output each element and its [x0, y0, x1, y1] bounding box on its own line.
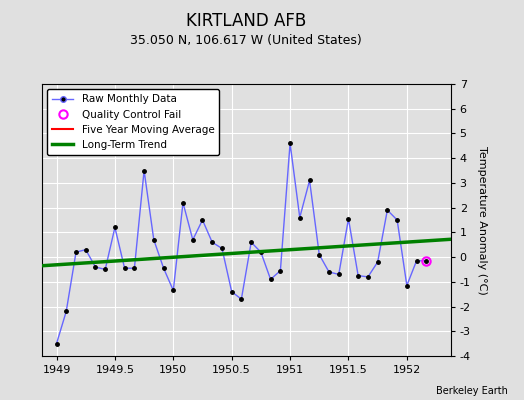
Text: KIRTLAND AFB: KIRTLAND AFB — [186, 12, 307, 30]
Y-axis label: Temperature Anomaly (°C): Temperature Anomaly (°C) — [477, 146, 487, 294]
Legend: Raw Monthly Data, Quality Control Fail, Five Year Moving Average, Long-Term Tren: Raw Monthly Data, Quality Control Fail, … — [47, 89, 220, 155]
Text: 35.050 N, 106.617 W (United States): 35.050 N, 106.617 W (United States) — [130, 34, 362, 47]
Text: Berkeley Earth: Berkeley Earth — [436, 386, 508, 396]
